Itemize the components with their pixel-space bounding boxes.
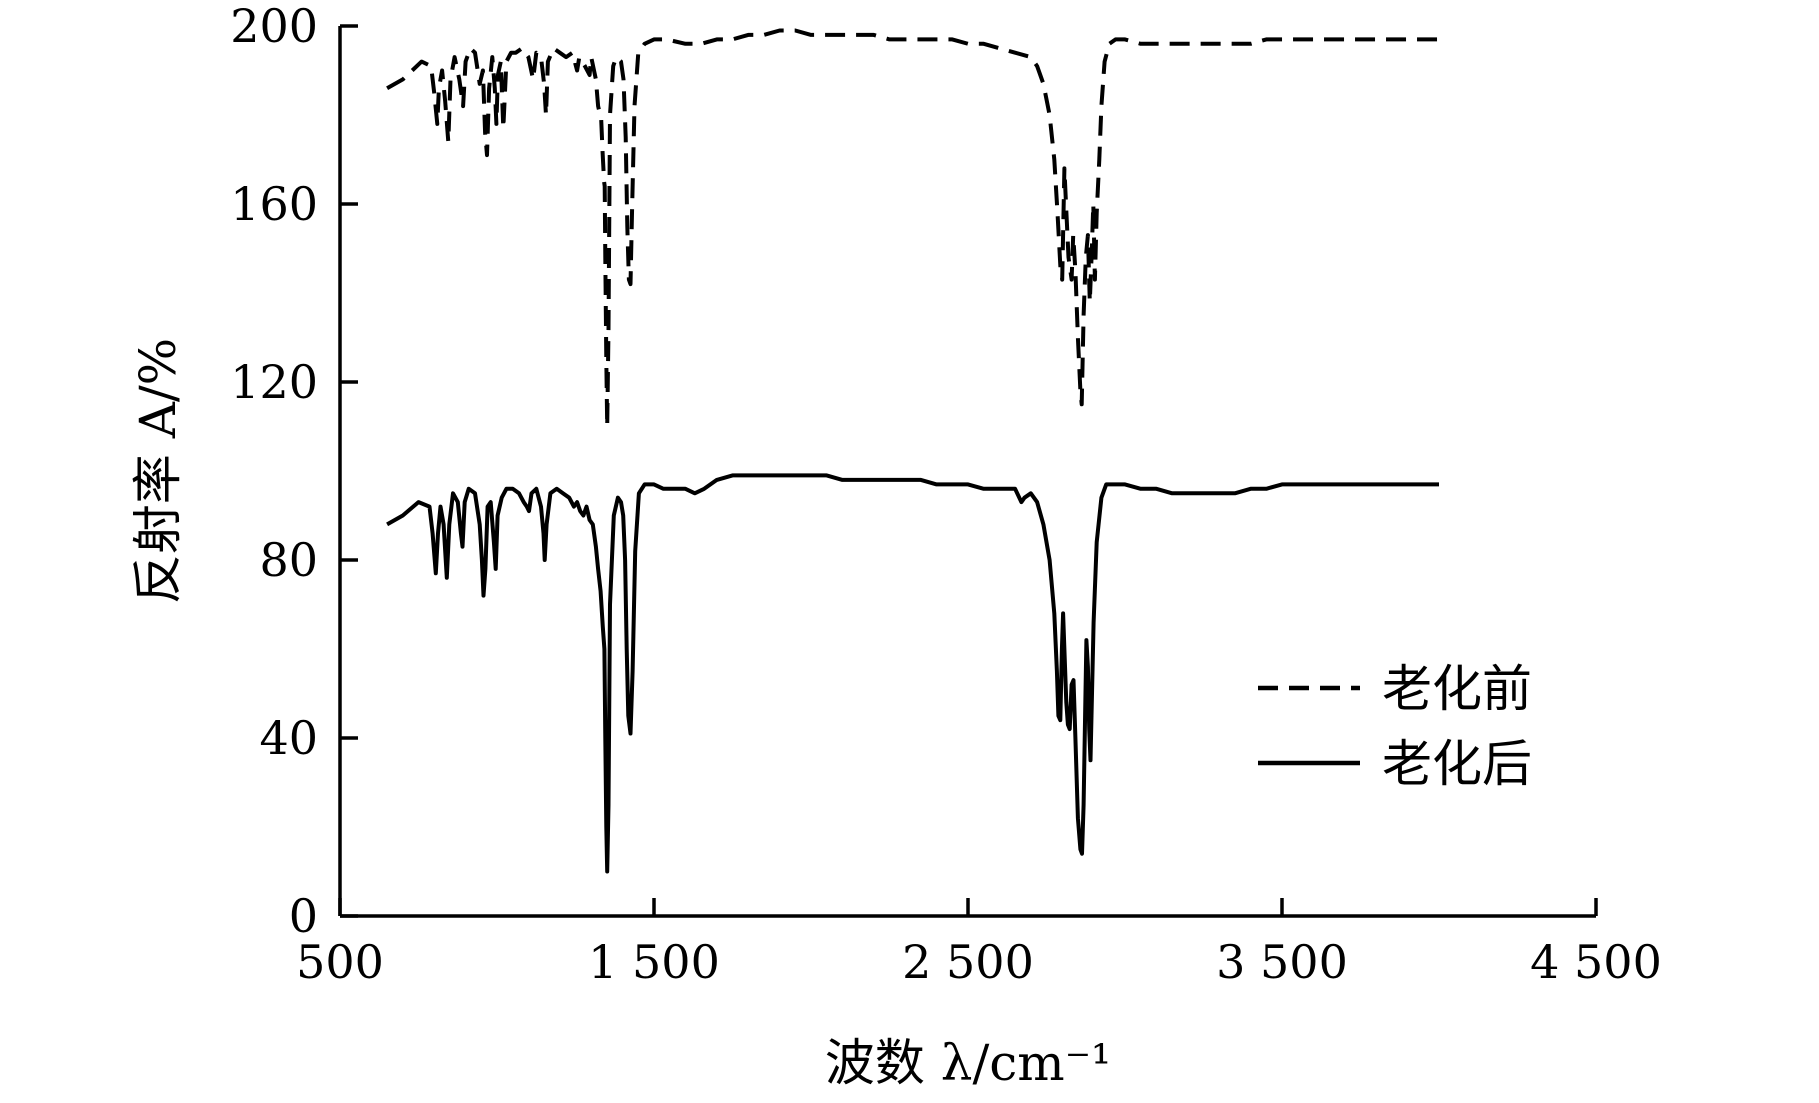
y-tick-label: 0 [289,889,318,943]
x-ticks: 500 1 500 2 500 3 500 4 500 [296,898,1662,989]
series-line-after-aging [386,473,1439,874]
y-tick-label: 120 [230,355,318,409]
x-tick-label: 4 500 [1530,935,1662,989]
y-axis-title: 反射率 A/% [129,338,187,604]
x-tick-label: 500 [296,935,384,989]
x-tick-label: 1 500 [588,935,720,989]
series-line-before-aging [386,28,1439,429]
legend-label-before-aging: 老化前 [1382,660,1532,718]
plot-series [386,28,1439,874]
legend-label-after-aging: 老化后 [1382,735,1532,793]
x-tick-label: 2 500 [902,935,1034,989]
y-tick-label: 200 [230,0,318,53]
y-tick-label: 160 [230,177,318,231]
x-axis-title: 波数 λ/cm⁻¹ [825,1034,1111,1092]
legend: 老化前 老化后 [1258,660,1532,793]
y-ticks: 0 40 80 120 160 200 [230,0,358,943]
x-tick-label: 3 500 [1216,935,1348,989]
y-tick-label: 80 [259,533,318,587]
y-tick-label: 40 [259,711,318,765]
